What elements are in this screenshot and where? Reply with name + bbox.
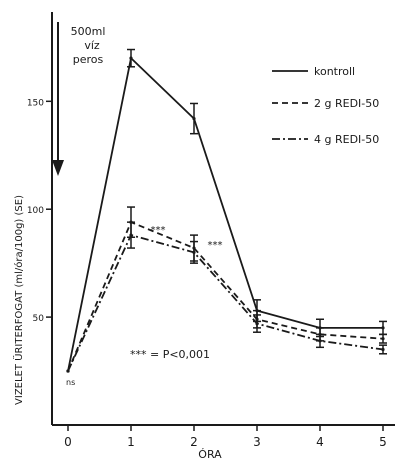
significance-note: *** = P<0,001: [130, 348, 210, 361]
start-label: ns: [66, 378, 75, 387]
data-point: [66, 369, 70, 373]
series-1: [66, 206, 387, 373]
series-line: [67, 56, 383, 372]
x-tick-label: 5: [379, 435, 387, 449]
stimulus-label-line: 500ml: [71, 25, 106, 38]
x-tick-label: 0: [64, 435, 72, 449]
legend-label: 4 g REDI-50: [314, 133, 379, 146]
y-tick-label: 150: [27, 98, 44, 108]
y-tick-label: 100: [27, 206, 44, 216]
axes: 0 1 2 3 4 5 50 100 150 ÓRA VIZELET ÜRITERFOGAT (ml…: [12, 12, 395, 460]
series-layer: [66, 48, 387, 373]
x-tick-label: 1: [127, 435, 135, 449]
x-tick-label: 2: [190, 435, 198, 449]
legend: kontroll 2 g REDI-50 4 g REDI-50: [272, 65, 379, 146]
series-2: [66, 221, 387, 373]
significance-stars: ***: [208, 240, 223, 251]
x-tick-label: 3: [253, 435, 261, 449]
x-tick-label: 4: [316, 435, 324, 449]
legend-label: 2 g REDI-50: [314, 97, 379, 110]
series-line: [67, 220, 384, 372]
stimulus-arrow-head: [52, 160, 64, 176]
series-line: [67, 234, 384, 372]
y-tick-label: 50: [33, 314, 45, 324]
x-axis-title: ÓRA: [198, 448, 222, 460]
legend-label: kontroll: [314, 65, 355, 78]
stimulus-label-line: peros: [73, 53, 104, 66]
y-axis-title: VIZELET ÜRITERFOGAT (ml/óra/100g) (SE): [12, 195, 25, 405]
significance-stars: ***: [151, 225, 166, 236]
stimulus-label-line: víz: [84, 39, 100, 52]
